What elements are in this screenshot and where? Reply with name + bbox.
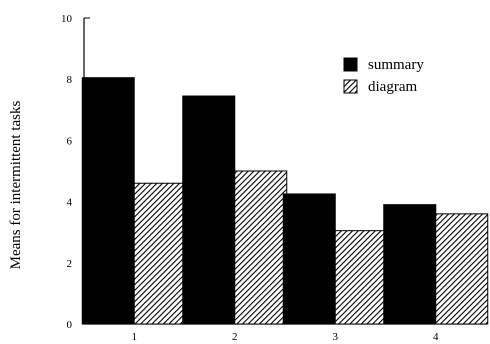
- x-tick-label: 4: [433, 331, 439, 343]
- bar-summary-3: [282, 193, 336, 325]
- bar-diagram-1: [133, 182, 187, 325]
- y-tick-label: 2: [67, 258, 73, 270]
- x-tick-label: 3: [333, 331, 339, 343]
- y-tick-label: 10: [61, 13, 73, 25]
- bar-summary-4: [383, 204, 437, 325]
- y-axis-label: Means for intermittent tasks: [8, 100, 24, 269]
- x-tick-label: 1: [132, 331, 138, 343]
- x-tick-label: 2: [232, 331, 238, 343]
- y-tick-label: 0: [67, 319, 73, 331]
- legend-swatch-diagram: [343, 79, 358, 94]
- legend-label-diagram: diagram: [368, 79, 417, 95]
- bar-diagram-2: [234, 170, 288, 325]
- y-tick-label: 4: [67, 197, 73, 209]
- bar-summary-1: [81, 77, 135, 325]
- y-tick-label: 6: [67, 135, 73, 147]
- legend: summary diagram: [343, 57, 424, 95]
- bars: [81, 77, 489, 325]
- legend-label-summary: summary: [368, 57, 424, 73]
- bar-summary-2: [182, 95, 236, 325]
- bar-diagram-4: [435, 213, 489, 325]
- y-tick-label: 8: [67, 74, 73, 86]
- bar-diagram-3: [334, 230, 388, 325]
- legend-swatch-summary: [343, 57, 358, 72]
